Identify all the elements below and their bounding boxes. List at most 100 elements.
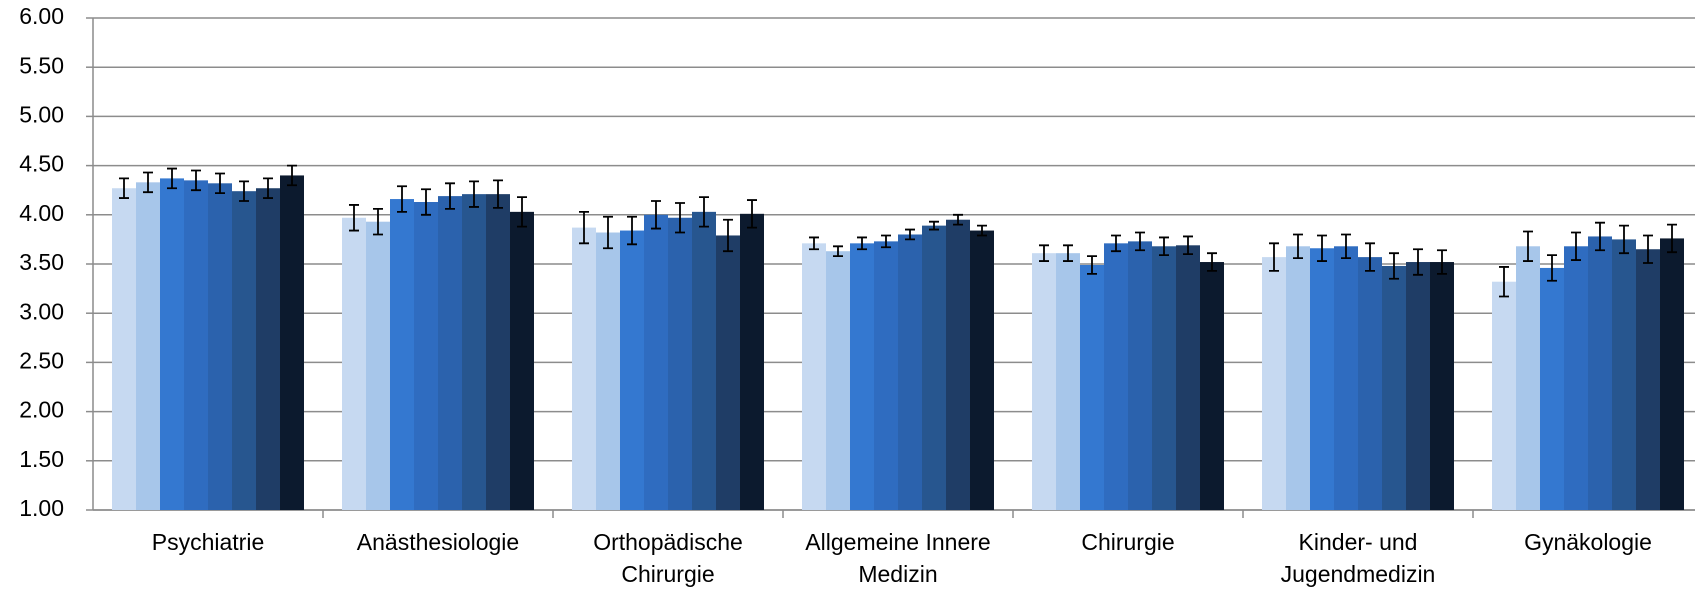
bar — [256, 188, 280, 510]
error-bar — [1499, 266, 1509, 298]
bar — [208, 183, 232, 510]
bar — [510, 211, 534, 510]
bar — [184, 180, 208, 511]
y-tick-label: 1.00 — [19, 495, 64, 521]
error-bar — [1571, 231, 1581, 261]
bar — [1032, 253, 1056, 510]
x-tick-label: Kinder- und Jugendmedizin — [1280, 529, 1436, 587]
error-bar — [675, 202, 685, 234]
bar — [1492, 281, 1516, 510]
bar — [1128, 241, 1152, 511]
error-bar — [1111, 234, 1121, 253]
error-bar — [1087, 255, 1097, 275]
error-bar — [747, 199, 757, 229]
bar — [668, 217, 692, 510]
error-bar — [119, 177, 129, 199]
error-bar — [1341, 233, 1351, 259]
error-bar — [723, 218, 733, 253]
bar — [112, 188, 136, 510]
bar — [874, 241, 898, 511]
bar — [342, 217, 366, 510]
x-tick-label: Allgemeine Innere Medizin — [805, 529, 991, 587]
error-bar — [1389, 252, 1399, 280]
error-bar — [143, 171, 153, 194]
bar — [280, 175, 304, 510]
x-tick-label: Chirurgie — [1081, 529, 1175, 555]
error-bar — [1293, 233, 1303, 259]
error-bar — [857, 236, 867, 251]
error-bar — [1595, 221, 1605, 252]
bar — [740, 213, 764, 511]
bar — [1262, 257, 1286, 510]
error-bar — [1269, 242, 1279, 272]
error-bar — [1413, 248, 1423, 276]
error-bar — [1667, 223, 1677, 254]
bar — [1080, 264, 1104, 510]
bar — [644, 214, 668, 511]
error-bar — [191, 169, 201, 192]
bar — [1636, 249, 1660, 511]
error-bar — [1523, 230, 1533, 262]
error-bar — [1159, 236, 1169, 257]
error-bar — [1365, 242, 1375, 272]
x-tick-label: Anästhesiologie — [356, 529, 520, 555]
bar — [1334, 246, 1358, 510]
bar — [826, 251, 850, 510]
error-bar — [287, 164, 297, 187]
error-bar — [1183, 235, 1193, 256]
bar — [486, 194, 510, 511]
bar — [716, 235, 740, 511]
error-bar — [1317, 234, 1327, 262]
x-tick-label: Psychiatrie — [151, 529, 265, 555]
bar — [1200, 262, 1224, 510]
error-bar — [699, 196, 709, 228]
y-tick-label: 3.50 — [19, 249, 64, 275]
bar — [802, 243, 826, 510]
error-bar — [1063, 244, 1073, 262]
y-tick-label: 2.50 — [19, 347, 64, 373]
error-bar — [977, 224, 987, 237]
y-tick-label: 1.50 — [19, 446, 64, 472]
error-bar — [493, 179, 503, 209]
bar — [1310, 248, 1334, 511]
error-bar — [263, 177, 273, 199]
error-bar — [881, 234, 891, 249]
y-tick-label: 4.00 — [19, 200, 64, 226]
x-tick-label: Gynäkologie — [1524, 529, 1652, 555]
error-bar — [445, 182, 455, 210]
error-bar — [1547, 254, 1557, 282]
error-bar — [373, 207, 383, 236]
bar — [1176, 245, 1200, 510]
bar — [572, 227, 596, 511]
bar — [1564, 246, 1588, 510]
bar — [596, 232, 620, 510]
error-bar — [421, 188, 431, 216]
error-bar — [929, 220, 939, 231]
error-bar — [517, 196, 527, 228]
bar — [438, 196, 462, 510]
bar — [390, 199, 414, 510]
bar — [1612, 239, 1636, 510]
bar — [414, 202, 438, 510]
bar — [1588, 236, 1612, 510]
bar — [922, 225, 946, 510]
error-bar — [1039, 244, 1049, 262]
error-bar — [167, 167, 177, 190]
bar — [462, 194, 486, 511]
error-bar — [1437, 249, 1447, 275]
bar — [692, 211, 716, 510]
bar — [1540, 267, 1564, 510]
error-bar — [579, 210, 589, 245]
bar — [850, 243, 874, 510]
error-bar — [809, 236, 819, 251]
bar — [1152, 246, 1176, 510]
bar — [970, 230, 994, 510]
x-tick-label: Orthopädische Chirurgie — [593, 529, 743, 587]
bar — [366, 221, 390, 511]
bar — [1056, 253, 1080, 510]
bar — [1516, 246, 1540, 510]
error-bar — [239, 180, 249, 202]
bar — [898, 234, 922, 511]
error-bar — [651, 200, 661, 230]
